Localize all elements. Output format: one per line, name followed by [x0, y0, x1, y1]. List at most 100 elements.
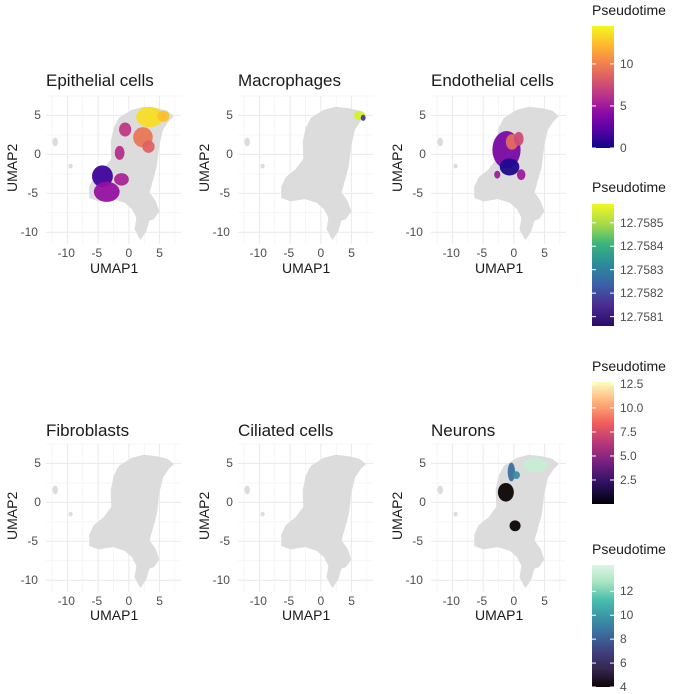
x-tick-label: 0: [317, 594, 325, 608]
legend-tick-label: 12.7585: [620, 215, 664, 230]
legend-tick-label: 6: [620, 656, 627, 671]
legend-tick-label: 12.7583: [620, 262, 664, 277]
pseudotime-region: [92, 165, 113, 188]
panel-neurons-plot: [431, 443, 566, 592]
legend-tick-label: 4: [620, 680, 627, 694]
legend-tick-label: 12.7581: [620, 309, 664, 324]
ylabel-panel-5: UMAP2: [196, 491, 212, 540]
y-tick-label: 5: [226, 456, 233, 471]
y-tick-label: -5: [27, 186, 39, 201]
umap-cell-island: [453, 511, 458, 517]
xlabel-panel-2: UMAP1: [282, 260, 331, 276]
legend-title-3: Pseudotime: [592, 358, 666, 374]
umap-cell-island: [437, 137, 443, 147]
legend-tick-label: 12.7582: [620, 286, 664, 301]
colorbar-gradient: [592, 565, 614, 687]
xlabel-panel-1: UMAP1: [90, 260, 139, 276]
panel-epithelial-cells-plot: [46, 95, 181, 244]
x-tick-label: 0: [125, 246, 133, 260]
x-tick-label: -10: [249, 246, 267, 260]
x-tick-label: -5: [91, 246, 103, 260]
panel-title-epithelial: Epithelial cells: [46, 71, 154, 90]
panel-title-macrophages: Macrophages: [238, 71, 342, 90]
y-tick-label: 5: [419, 456, 426, 471]
pseudotime-region: [119, 122, 132, 137]
xlabel-panel-6: UMAP1: [475, 607, 524, 623]
y-tick-label: -10: [20, 573, 38, 588]
y-tick-label: 5: [34, 456, 41, 471]
umap-cell-island: [68, 511, 73, 517]
pseudotime-region: [497, 482, 514, 502]
umap-cell-island: [68, 163, 73, 169]
legend-tick-label: 5.0: [620, 448, 637, 463]
umap-cell-island: [244, 485, 250, 495]
legend-title-4: Pseudotime: [592, 541, 666, 557]
x-tick-label: -5: [283, 246, 295, 260]
x-tick-label: -5: [476, 594, 488, 608]
x-tick-label: 5: [541, 594, 548, 608]
pseudotime-region: [523, 458, 548, 473]
xlabel-panel-3: UMAP1: [475, 260, 524, 276]
legend-tick-label: 2.5: [620, 472, 637, 487]
pseudotime-region: [136, 106, 164, 128]
umap-cell-island: [453, 163, 458, 169]
y-tick-label: -10: [20, 225, 38, 240]
ylabel-panel-3: UMAP2: [389, 143, 405, 192]
panel-ciliated-cells-plot: [238, 443, 373, 592]
legend-tick-label: 8: [620, 632, 627, 647]
panel-macrophages-plot: [238, 95, 373, 244]
y-tick-label: -5: [219, 534, 231, 549]
y-tick-label: -10: [212, 573, 230, 588]
legend-title-2: Pseudotime: [592, 179, 666, 195]
umap-cell-island: [260, 163, 265, 169]
panel-endothelial-cells-plot: [431, 95, 566, 244]
y-tick-label: 0: [226, 147, 233, 162]
legend-tick-label: 10: [620, 608, 634, 623]
umap-cell-island: [437, 485, 443, 495]
legend-colorbar-1: [592, 26, 614, 149]
y-tick-label: -10: [405, 225, 423, 240]
y-tick-label: 5: [34, 108, 41, 123]
pseudotime-region: [360, 114, 366, 121]
x-tick-label: -10: [57, 594, 75, 608]
legend-tick-label: 5: [620, 98, 627, 113]
xlabel-panel-5: UMAP1: [282, 607, 331, 623]
x-tick-label: -10: [57, 246, 75, 260]
legend-colorbar-3: [592, 382, 614, 504]
pseudotime-region: [499, 158, 520, 176]
y-tick-label: 0: [226, 495, 233, 510]
pseudotime-region: [114, 145, 125, 160]
umap-cell-island: [52, 485, 58, 495]
y-tick-label: 0: [419, 495, 426, 510]
ylabel-panel-6: UMAP2: [389, 491, 405, 540]
x-tick-label: -5: [283, 594, 295, 608]
legend-tick-label: 12.7584: [620, 239, 664, 254]
legend-colorbar-4: [592, 565, 614, 688]
y-tick-label: 0: [34, 495, 41, 510]
y-tick-label: 5: [226, 108, 233, 123]
legend-title-1: Pseudotime: [592, 2, 666, 18]
panel-title-endothelial: Endothelial cells: [431, 71, 554, 90]
x-tick-label: 5: [541, 246, 548, 260]
pseudotime-region: [507, 462, 516, 482]
x-tick-label: 0: [317, 246, 325, 260]
legend-tick-label: 12.5: [620, 376, 644, 391]
pseudotime-region: [142, 140, 155, 153]
legend-tick-label: 10: [620, 56, 634, 71]
legend-colorbar-2: [592, 204, 614, 326]
y-tick-label: -5: [412, 186, 424, 201]
x-tick-label: 5: [156, 246, 163, 260]
legend-tick-label: 12: [620, 584, 634, 599]
panel-title-ciliated: Ciliated cells: [238, 421, 334, 440]
pseudotime-region: [512, 471, 520, 480]
x-tick-label: 0: [510, 594, 518, 608]
y-tick-label: -5: [412, 534, 424, 549]
y-tick-label: 0: [419, 147, 426, 162]
legend-tick-label: 10.0: [620, 400, 644, 415]
pseudotime-region: [494, 170, 501, 179]
colorbar-gradient: [592, 26, 614, 148]
ylabel-panel-1: UMAP2: [4, 143, 20, 192]
legend-tick-label: 0: [620, 141, 627, 155]
xlabel-panel-4: UMAP1: [90, 607, 139, 623]
